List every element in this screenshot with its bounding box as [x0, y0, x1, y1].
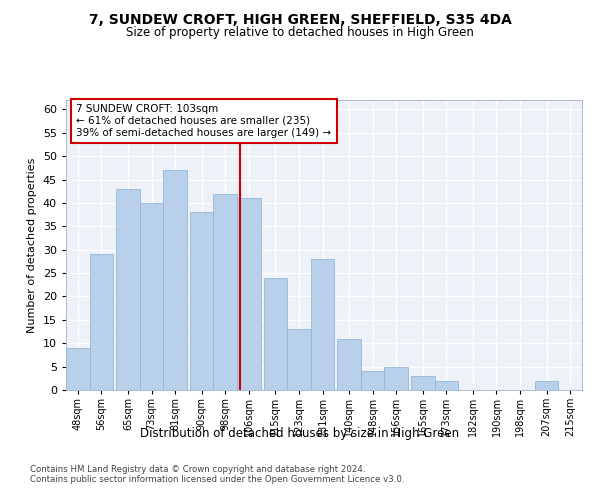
Bar — [66, 348, 89, 390]
Bar — [163, 170, 187, 390]
Bar — [337, 338, 361, 390]
Bar — [434, 380, 458, 390]
Bar — [263, 278, 287, 390]
Text: Distribution of detached houses by size in High Green: Distribution of detached houses by size … — [140, 428, 460, 440]
Y-axis label: Number of detached properties: Number of detached properties — [27, 158, 37, 332]
Bar — [116, 189, 140, 390]
Text: Contains HM Land Registry data © Crown copyright and database right 2024.
Contai: Contains HM Land Registry data © Crown c… — [30, 465, 404, 484]
Bar — [361, 372, 385, 390]
Bar — [89, 254, 113, 390]
Bar — [287, 329, 311, 390]
Bar — [311, 259, 334, 390]
Bar — [411, 376, 434, 390]
Bar — [140, 203, 163, 390]
Bar — [214, 194, 237, 390]
Bar — [385, 366, 408, 390]
Bar — [535, 380, 559, 390]
Bar — [237, 198, 260, 390]
Text: Size of property relative to detached houses in High Green: Size of property relative to detached ho… — [126, 26, 474, 39]
Text: 7, SUNDEW CROFT, HIGH GREEN, SHEFFIELD, S35 4DA: 7, SUNDEW CROFT, HIGH GREEN, SHEFFIELD, … — [89, 12, 511, 26]
Text: 7 SUNDEW CROFT: 103sqm
← 61% of detached houses are smaller (235)
39% of semi-de: 7 SUNDEW CROFT: 103sqm ← 61% of detached… — [76, 104, 331, 138]
Bar — [190, 212, 214, 390]
